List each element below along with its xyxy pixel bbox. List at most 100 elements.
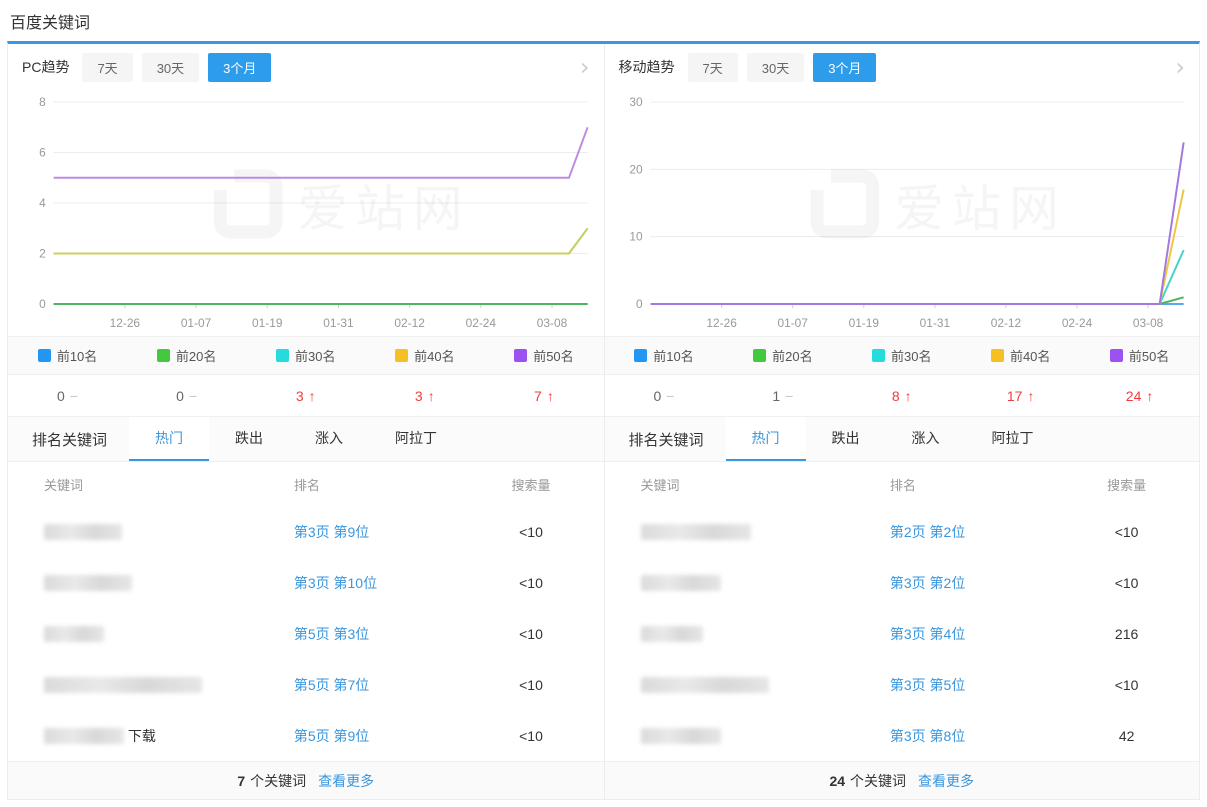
rank-link[interactable]: 第3页 第10位 <box>293 574 378 591</box>
stat-change-arrow-icon: − <box>188 387 198 404</box>
keyword-tabs-bar: 排名关键词 热门 跌出 涨入 阿拉丁 <box>8 417 604 462</box>
svg-text:03-08: 03-08 <box>1132 316 1163 330</box>
svg-text:02-24: 02-24 <box>1061 316 1092 330</box>
legend-item[interactable]: 前40名 <box>365 346 484 365</box>
search-volume: <10 <box>1114 523 1139 540</box>
keyword-tab[interactable]: 涨入 <box>911 430 940 446</box>
table-header: 关键词 排名 搜索量 <box>605 462 1200 506</box>
masked-keyword <box>44 727 124 744</box>
keyword-tab[interactable]: 热门 <box>725 417 806 461</box>
legend-label: 前30名 <box>891 349 932 364</box>
keyword-section-title: 排名关键词 <box>628 431 704 449</box>
rank-cell: 第3页 第9位 <box>294 522 473 542</box>
legend-item[interactable]: 前10名 <box>605 346 724 365</box>
date-range-button[interactable]: 30天 <box>141 52 200 82</box>
rank-cell: 第5页 第7位 <box>294 675 473 695</box>
svg-text:20: 20 <box>629 162 643 176</box>
keyword-tab[interactable]: 阿拉丁 <box>395 430 438 446</box>
rank-change-stat: 3 ↑ <box>246 388 365 404</box>
legend-item[interactable]: 前50名 <box>1080 346 1199 365</box>
table-row: 第3页 第4位 216 <box>605 608 1200 659</box>
view-more-link[interactable]: 查看更多 <box>918 772 975 789</box>
legend-item[interactable]: 前10名 <box>8 346 127 365</box>
masked-keyword <box>640 728 721 745</box>
date-range-button[interactable]: 3个月 <box>813 52 877 82</box>
rank-cell: 第3页 第2位 <box>890 573 1068 593</box>
column-header-rank: 排名 <box>889 477 916 493</box>
legend-label: 前40名 <box>1009 349 1051 364</box>
chevron-right-icon[interactable]: › <box>1175 53 1185 81</box>
pc-trend-panel: PC趋势 7天 30天 3个月 › 0 2 4 6 8 12-26 01-07 01-19 01-3… <box>8 44 604 799</box>
rank-change-stat: 24 ↑ <box>1080 388 1199 404</box>
view-more-link[interactable]: 查看更多 <box>318 772 375 789</box>
legend-item[interactable]: 前20名 <box>127 346 246 365</box>
keyword-tab[interactable]: 涨入 <box>315 430 344 446</box>
keyword-cell <box>8 676 294 694</box>
rank-link[interactable]: 第3页 第9位 <box>293 523 370 540</box>
table-body: 第3页 第9位 <10 第3页 第10位 <10 <box>8 506 604 761</box>
legend-color-swatch <box>395 349 409 362</box>
date-range-button[interactable]: 3个月 <box>208 52 272 82</box>
rank-link[interactable]: 第5页 第3位 <box>293 625 370 642</box>
chevron-right-icon[interactable]: › <box>579 53 590 81</box>
table-row: 第3页 第5位 <10 <box>605 659 1200 710</box>
keyword-count-label: 个关键词 <box>850 772 907 789</box>
svg-text:0: 0 <box>636 297 643 311</box>
legend-color-swatch <box>514 349 528 362</box>
rank-link[interactable]: 第3页 第2位 <box>889 574 966 591</box>
keyword-tab[interactable]: 阿拉丁 <box>991 430 1034 446</box>
legend-item[interactable]: 前50名 <box>484 346 603 365</box>
rank-link[interactable]: 第2页 第2位 <box>889 523 966 540</box>
trend-chart: 0 2 4 6 8 12-26 01-07 01-19 01-31 02-12 02-24 03-08… <box>39 95 589 330</box>
rank-link[interactable]: 第5页 第9位 <box>293 727 370 744</box>
keyword-tab[interactable]: 跌出 <box>831 430 860 446</box>
legend-color-swatch <box>753 349 767 362</box>
search-volume: <10 <box>1114 676 1139 693</box>
legend-label: 前40名 <box>414 349 455 364</box>
svg-text:8: 8 <box>39 95 46 109</box>
keyword-visible-text: 下载 <box>127 727 156 744</box>
legend-item[interactable]: 前30名 <box>842 346 961 365</box>
legend-color-swatch <box>634 349 648 362</box>
trend-chart-area: 0 10 20 30 12-26 01-07 01-19 01-31 02-12 02-24 03-… <box>605 90 1200 336</box>
keyword-tab[interactable]: 热门 <box>129 417 210 461</box>
legend-label: 前30名 <box>295 349 336 364</box>
keyword-cell <box>605 676 890 694</box>
trend-panel-title: 移动趋势 <box>618 59 675 75</box>
legend-label: 前50名 <box>1128 349 1170 364</box>
rank-change-stats: 0− 1− 8 ↑ 17 ↑ 24 ↑ <box>604 375 1199 417</box>
rank-cell: 第3页 第8位 <box>890 726 1068 746</box>
date-range-button[interactable]: 30天 <box>746 52 805 82</box>
legend-item[interactable]: 前30名 <box>246 346 365 365</box>
rank-cell: 第3页 第5位 <box>890 675 1068 695</box>
rank-cell: 第5页 第9位 <box>294 726 473 746</box>
search-volume: <10 <box>519 574 543 591</box>
date-range-button[interactable]: 7天 <box>82 52 133 82</box>
legend-item[interactable]: 前40名 <box>961 346 1080 365</box>
masked-keyword <box>44 677 202 694</box>
svg-text:01-19: 01-19 <box>848 316 879 330</box>
rank-link[interactable]: 第5页 第7位 <box>293 676 370 693</box>
legend-label: 前10名 <box>653 349 694 364</box>
rank-change-stats: 0− 0− 3 ↑ 3 ↑ 7 ↑ <box>8 375 604 417</box>
rank-change-stat: 1− <box>723 388 842 404</box>
table-row: 下载 第5页 第9位 <10 <box>8 710 604 761</box>
stat-value: 0 <box>653 387 662 404</box>
column-header-keyword: 关键词 <box>640 477 680 493</box>
svg-text:2: 2 <box>39 246 46 260</box>
column-header-volume: 搜索量 <box>1107 477 1147 493</box>
legend-item[interactable]: 前20名 <box>723 346 842 365</box>
rank-link[interactable]: 第3页 第4位 <box>889 625 966 642</box>
svg-text:爱站网: 爱站网 <box>894 181 1066 237</box>
svg-text:6: 6 <box>39 145 46 159</box>
rank-link[interactable]: 第3页 第8位 <box>889 727 966 744</box>
date-range-button[interactable]: 7天 <box>687 52 738 82</box>
rank-change-stat: 0− <box>127 388 246 404</box>
svg-text:12-26: 12-26 <box>110 316 141 330</box>
keyword-tab[interactable]: 跌出 <box>235 430 264 446</box>
stat-value: 3 <box>414 387 423 404</box>
rank-change-stat: 17 ↑ <box>961 388 1080 404</box>
masked-keyword <box>640 677 769 694</box>
rank-link[interactable]: 第3页 第5位 <box>889 676 966 693</box>
keyword-cell <box>605 523 890 541</box>
